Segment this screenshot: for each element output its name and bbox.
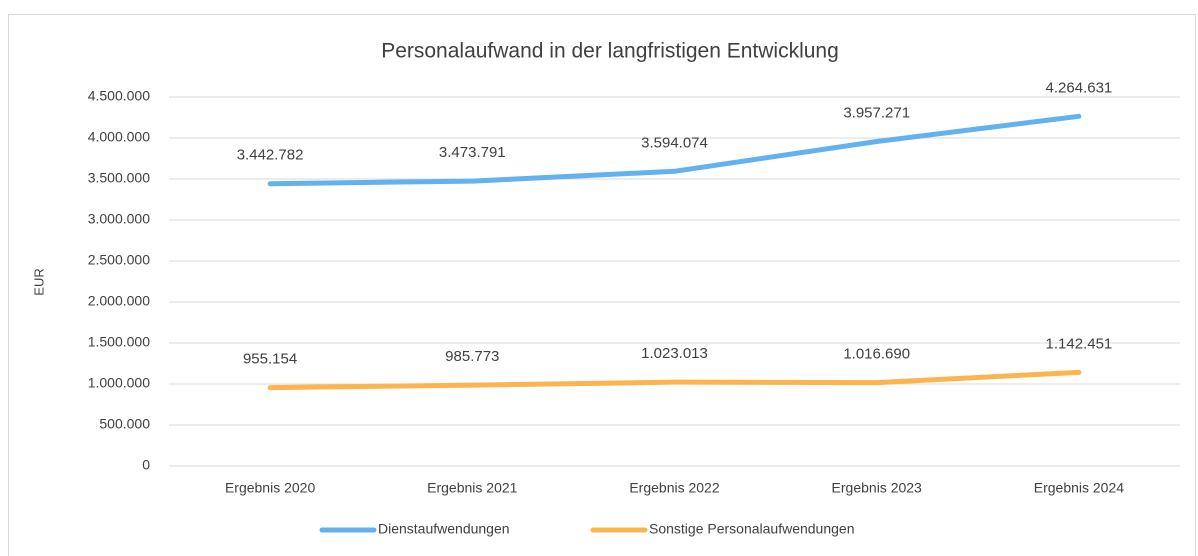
data-label: 1.142.451 — [1046, 335, 1113, 352]
data-label: 3.957.271 — [843, 104, 910, 121]
y-tick-label: 1.000.000 — [88, 375, 150, 391]
series-line — [267, 113, 1082, 187]
data-label: 3.473.791 — [439, 144, 506, 161]
series-line — [267, 369, 1082, 391]
chart-title: Personalaufwand in der langfristigen Ent… — [381, 40, 839, 63]
y-tick-label: 4.000.000 — [88, 129, 150, 145]
data-label: 1.023.013 — [641, 345, 708, 362]
data-label: 955.154 — [243, 351, 297, 368]
y-tick-label: 4.500.000 — [88, 88, 150, 104]
y-tick-label: 0 — [142, 457, 150, 473]
y-tick-label: 1.500.000 — [88, 334, 150, 350]
data-label: 1.016.690 — [843, 346, 910, 363]
data-label: 3.442.782 — [237, 147, 304, 164]
x-tick-label: Ergebnis 2024 — [1034, 480, 1125, 496]
data-label: 985.773 — [445, 348, 499, 365]
data-label: 3.594.074 — [641, 134, 708, 151]
y-tick-label: 2.500.000 — [88, 252, 150, 268]
legend-label: Sonstige Personalaufwendungen — [649, 521, 855, 537]
x-tick-label: Ergebnis 2021 — [427, 480, 518, 496]
y-tick-label: 2.000.000 — [88, 293, 150, 309]
x-tick-label: Ergebnis 2022 — [629, 480, 720, 496]
chart-frame — [8, 14, 1196, 556]
y-tick-label: 3.000.000 — [88, 211, 150, 227]
legend-label: Dienstaufwendungen — [378, 521, 510, 537]
x-tick-label: Ergebnis 2020 — [225, 480, 316, 496]
y-axis-label: EUR — [31, 268, 46, 295]
x-tick-label: Ergebnis 2023 — [832, 480, 923, 496]
data-label: 4.264.631 — [1046, 79, 1113, 96]
y-tick-label: 3.500.000 — [88, 170, 150, 186]
y-tick-label: 500.000 — [99, 416, 150, 432]
